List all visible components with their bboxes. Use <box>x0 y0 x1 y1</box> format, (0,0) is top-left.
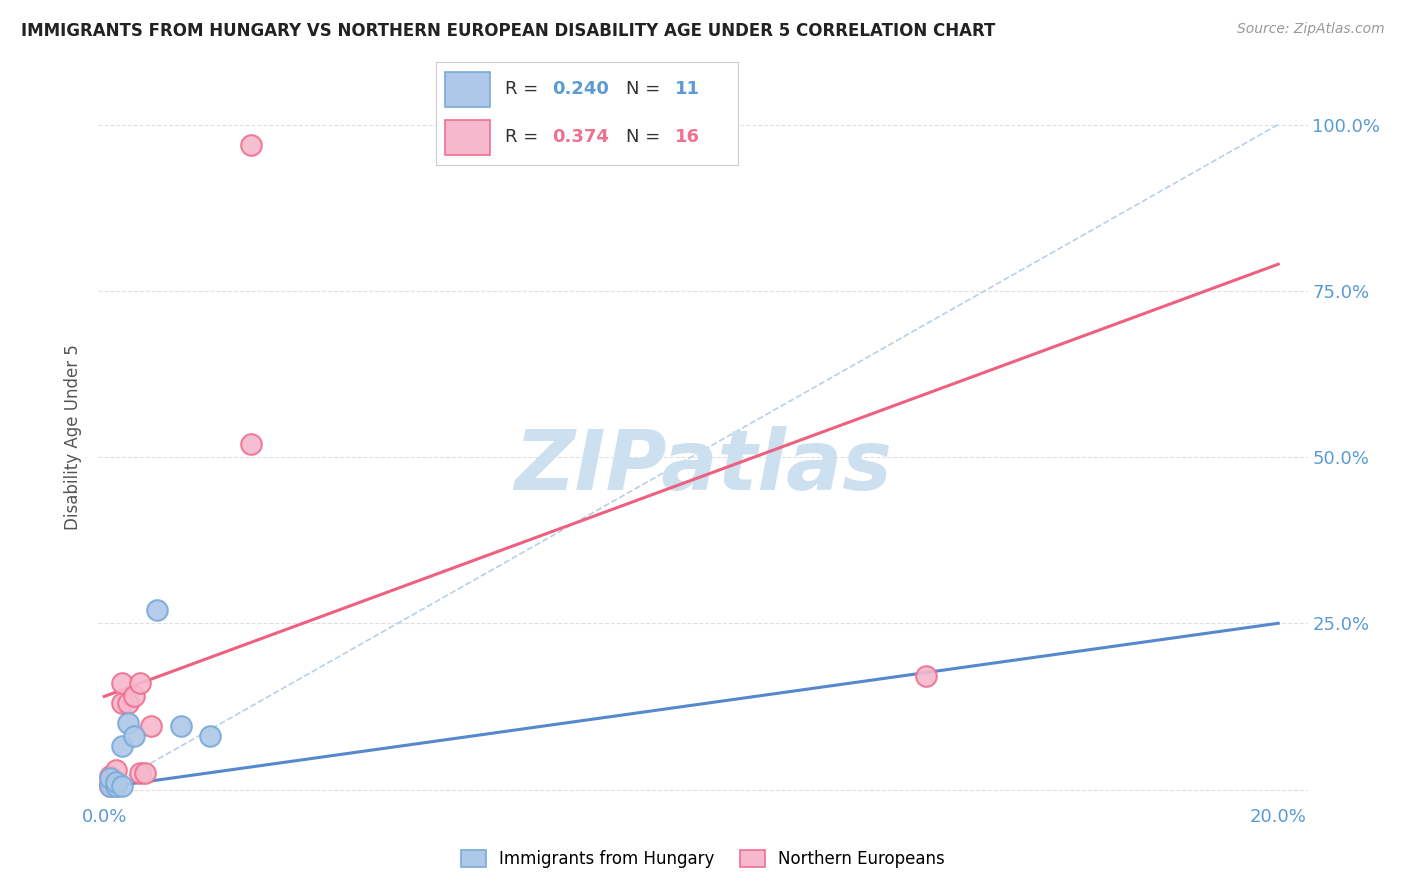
Point <box>98 771 121 785</box>
Text: IMMIGRANTS FROM HUNGARY VS NORTHERN EUROPEAN DISABILITY AGE UNDER 5 CORRELATION : IMMIGRANTS FROM HUNGARY VS NORTHERN EURO… <box>21 22 995 40</box>
Text: 0.240: 0.240 <box>553 79 609 97</box>
Legend: Immigrants from Hungary, Northern Europeans: Immigrants from Hungary, Northern Europe… <box>454 844 952 875</box>
Y-axis label: Disability Age Under 5: Disability Age Under 5 <box>65 344 83 530</box>
Text: N =: N = <box>626 79 666 97</box>
Point <box>105 774 128 789</box>
Bar <box>444 71 491 106</box>
Text: 11: 11 <box>675 79 700 97</box>
Point <box>169 719 191 733</box>
Point <box>122 729 145 743</box>
Point <box>240 436 263 450</box>
Point <box>128 765 150 780</box>
Point <box>128 676 150 690</box>
Point <box>111 696 134 710</box>
Point <box>141 719 163 733</box>
Text: 0.374: 0.374 <box>553 128 609 145</box>
Point <box>146 603 169 617</box>
Point <box>98 776 121 790</box>
Point <box>117 716 139 731</box>
Point <box>111 676 134 690</box>
Point <box>98 779 121 793</box>
Point <box>117 696 139 710</box>
Point <box>134 765 156 780</box>
Point <box>105 779 128 793</box>
Point <box>105 779 128 793</box>
Point <box>198 729 221 743</box>
Point <box>105 763 128 777</box>
Text: N =: N = <box>626 128 666 145</box>
Point <box>98 779 121 793</box>
Point <box>111 779 134 793</box>
Text: ZIPatlas: ZIPatlas <box>515 425 891 507</box>
Point <box>122 690 145 704</box>
Text: 16: 16 <box>675 128 700 145</box>
Text: R =: R = <box>505 79 544 97</box>
Text: R =: R = <box>505 128 544 145</box>
Point <box>98 769 121 783</box>
Bar <box>444 120 491 155</box>
Point <box>111 739 134 754</box>
Text: Source: ZipAtlas.com: Source: ZipAtlas.com <box>1237 22 1385 37</box>
Point <box>240 137 263 152</box>
Point <box>915 669 938 683</box>
